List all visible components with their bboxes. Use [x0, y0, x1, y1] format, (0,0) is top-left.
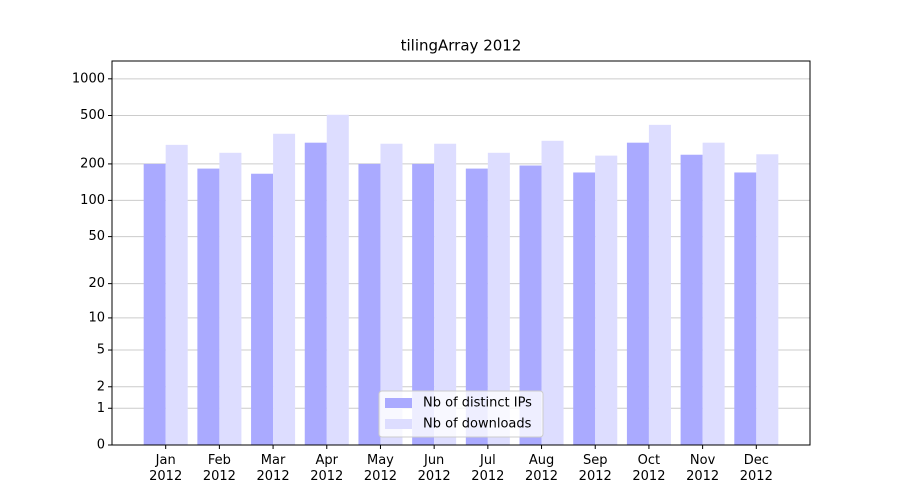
x-tick-label: Aug 2012 — [524, 453, 559, 484]
bar — [626, 142, 649, 445]
bar — [219, 152, 242, 445]
bar — [143, 163, 166, 445]
y-tick-label: 2 — [97, 379, 105, 394]
x-tick-label: Dec 2012 — [739, 453, 773, 484]
bar — [412, 163, 435, 445]
bar — [465, 168, 488, 445]
bar — [273, 133, 296, 445]
legend-swatch — [385, 398, 412, 408]
x-tick-label: Sep 2012 — [578, 453, 612, 484]
bar — [358, 163, 381, 445]
y-tick-label: 100 — [80, 193, 105, 208]
plot-frame — [111, 60, 811, 446]
bar — [434, 143, 457, 445]
legend-box — [378, 390, 544, 438]
x-tick-label: May 2012 — [363, 453, 397, 484]
bar — [648, 124, 671, 445]
y-tick-label: 10 — [88, 310, 105, 325]
x-tick-label: Jun 2012 — [417, 453, 451, 484]
x-tick-label: Jan 2012 — [149, 453, 183, 484]
bar — [734, 172, 757, 445]
y-tick-label: 0 — [97, 438, 105, 453]
bar — [519, 165, 542, 445]
legend-swatch — [385, 419, 412, 429]
bar — [680, 154, 703, 445]
bar — [251, 173, 274, 446]
bar — [165, 144, 188, 446]
bar — [304, 142, 327, 445]
y-tick-label: 5 — [97, 343, 105, 358]
bar — [541, 140, 564, 445]
bar — [487, 152, 510, 445]
y-tick-label: 200 — [80, 156, 105, 171]
y-tick-label: 500 — [80, 108, 105, 123]
y-tick-label: 1 — [97, 401, 105, 416]
y-tick-label: 1000 — [72, 71, 105, 86]
x-tick-label: Oct 2012 — [632, 453, 666, 484]
bar — [380, 143, 403, 445]
bar — [756, 154, 779, 446]
legend-label: Nb of distinct IPs — [423, 396, 532, 411]
bar — [197, 168, 220, 445]
bar — [573, 172, 596, 445]
x-tick-label: Mar 2012 — [256, 453, 290, 484]
bar — [702, 142, 725, 445]
x-tick-label: Jul 2012 — [471, 453, 505, 484]
y-tick-label: 50 — [88, 229, 105, 244]
y-tick-label: 20 — [88, 276, 105, 291]
bar — [326, 114, 349, 445]
legend-label: Nb of downloads — [423, 417, 532, 432]
x-tick-label: Feb 2012 — [202, 453, 236, 484]
x-tick-label: Nov 2012 — [686, 453, 720, 484]
x-tick-label: Apr 2012 — [310, 453, 344, 484]
chart-title: tilingArray 2012 — [401, 37, 522, 55]
bar — [595, 155, 618, 445]
